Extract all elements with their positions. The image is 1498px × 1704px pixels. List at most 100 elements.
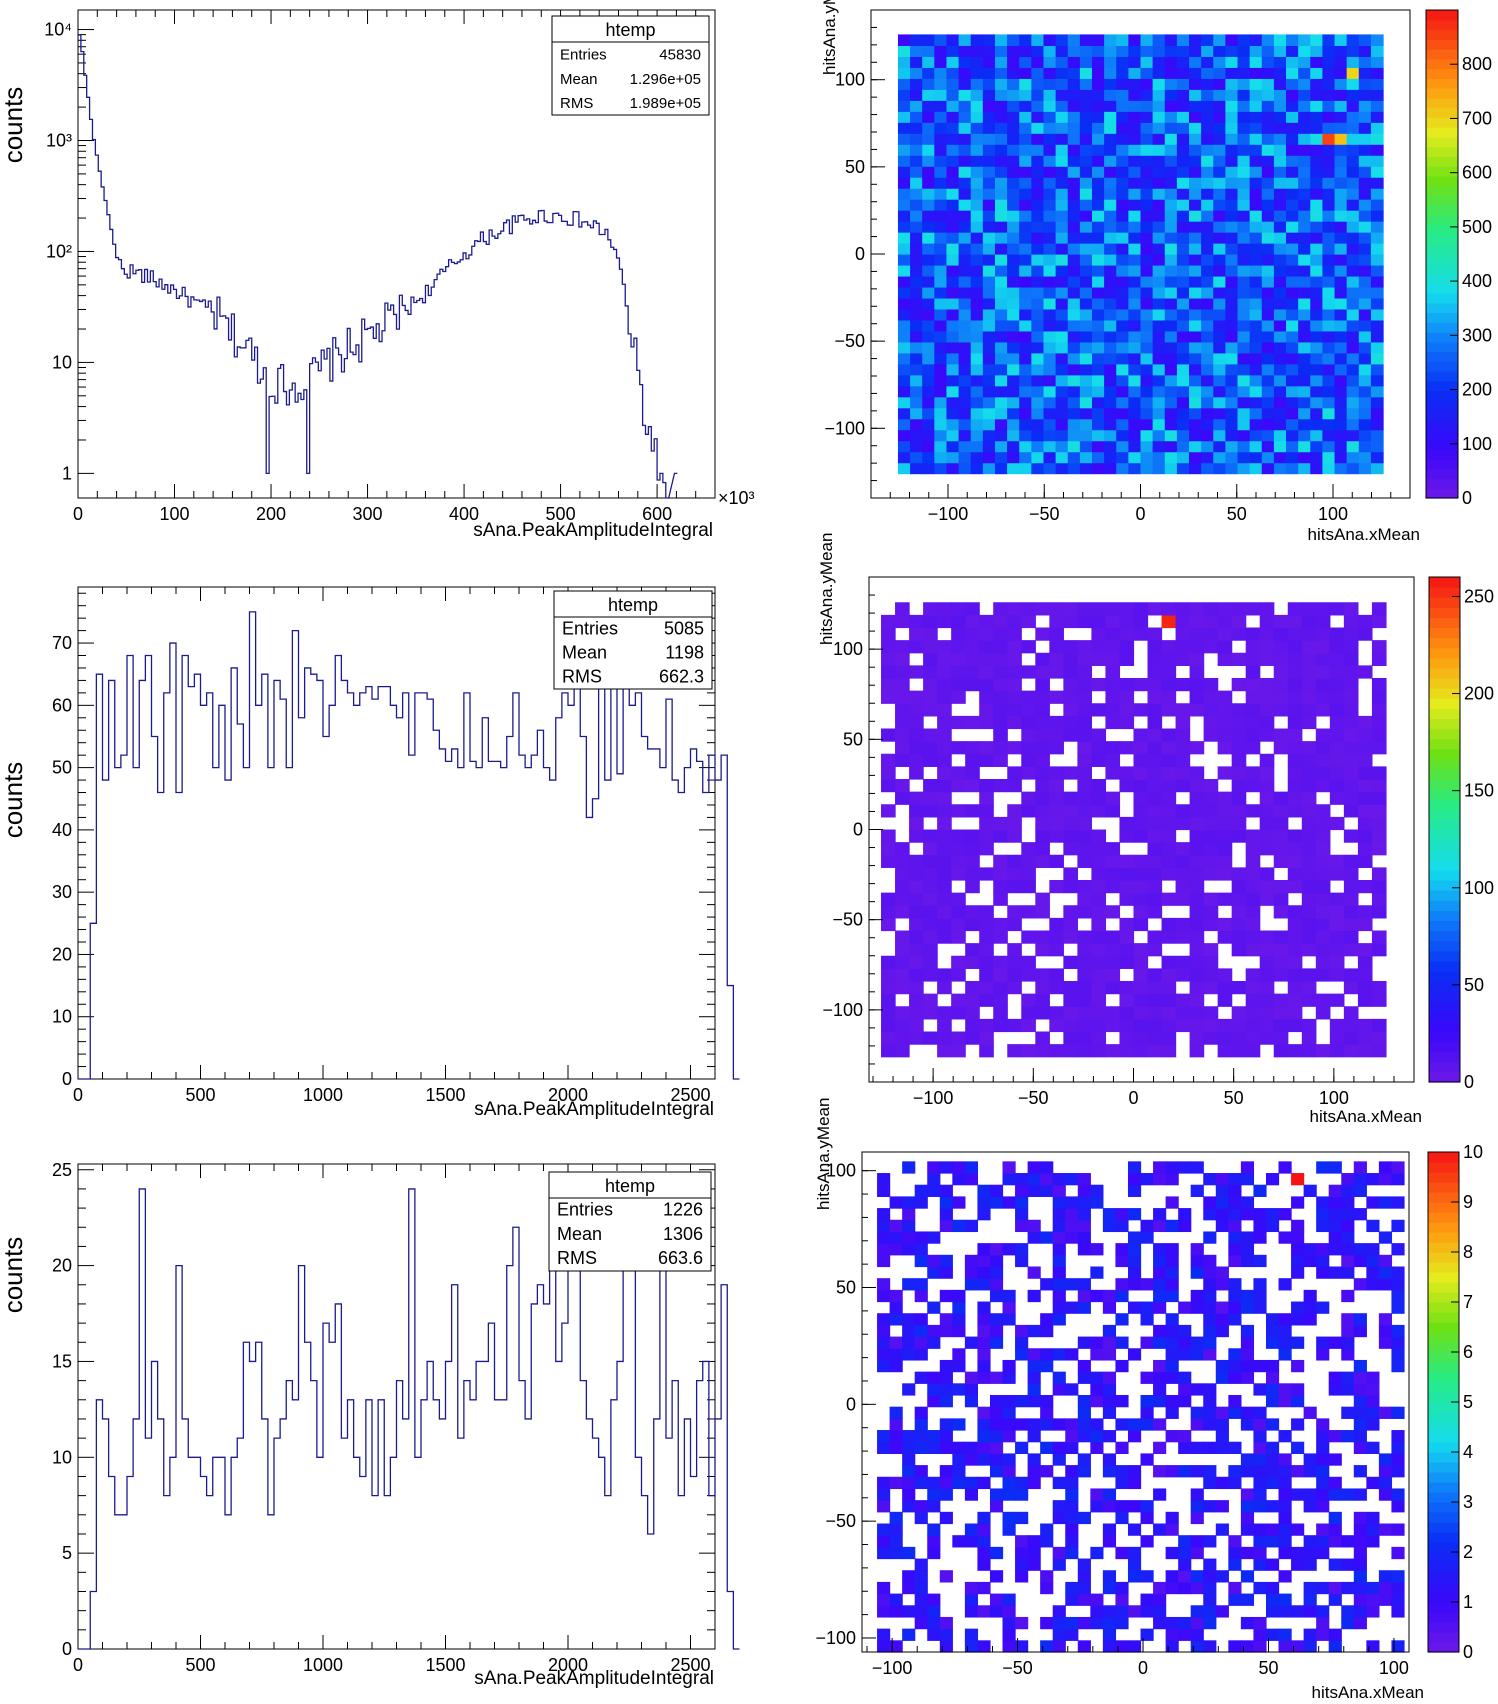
heatmap-cell <box>1091 221 1105 233</box>
y-tick-label: 10³ <box>46 131 72 151</box>
heatmap-cell <box>993 816 1008 831</box>
heatmap-cell <box>923 829 938 843</box>
heatmap-cell <box>1140 1605 1154 1618</box>
heatmap-cell <box>1055 188 1069 200</box>
heatmap-cell <box>927 1161 941 1174</box>
heatmap-cell <box>895 728 910 742</box>
heatmap-cell <box>1334 352 1348 365</box>
heatmap-cell <box>1245 715 1261 730</box>
heatmap-cell <box>1301 892 1317 906</box>
heatmap-cell <box>1203 1581 1217 1595</box>
heatmap-cell <box>1104 45 1117 57</box>
heatmap-cell <box>1031 418 1045 431</box>
heatmap-cell <box>965 1031 980 1045</box>
heatmap-cell <box>1043 243 1057 255</box>
color-scale-step <box>1426 244 1458 255</box>
heatmap-cell <box>1261 440 1275 453</box>
heatmap-cell <box>1153 1173 1167 1186</box>
color-scale-step <box>1429 910 1460 921</box>
heatmap-cell <box>1055 341 1069 354</box>
x-tick-label: 500 <box>185 1085 215 1105</box>
heatmap-cell <box>881 854 896 868</box>
heatmap-cell <box>1328 1535 1342 1548</box>
heatmap-cell <box>1043 89 1057 101</box>
heatmap-cell <box>964 1523 979 1536</box>
heatmap-cell <box>1286 56 1299 68</box>
heatmap-cell <box>1301 816 1317 831</box>
heatmap-cell <box>1286 232 1299 244</box>
heatmap-cell <box>1164 385 1178 398</box>
heatmap-cell <box>922 374 935 387</box>
heatmap-cell <box>1291 1243 1305 1256</box>
heatmap-cell <box>1128 385 1142 398</box>
heatmap-cell <box>1322 363 1336 376</box>
heatmap-cell <box>1357 816 1373 831</box>
heatmap-cell <box>1019 374 1032 387</box>
heatmap-cell <box>889 1231 903 1244</box>
heatmap-cell <box>1007 166 1020 178</box>
heatmap-cell <box>1128 144 1142 156</box>
heatmap-cell <box>993 602 1008 616</box>
heatmap-cell <box>1201 67 1214 79</box>
heatmap-cell <box>1105 678 1121 692</box>
heatmap-cell <box>1007 221 1020 233</box>
heatmap-cell <box>970 462 984 475</box>
heatmap-cell <box>1286 100 1299 112</box>
heatmap-cell <box>1019 396 1032 409</box>
heatmap-cell <box>910 177 923 189</box>
heatmap-cell <box>951 766 966 780</box>
heatmap-cell <box>1341 1348 1355 1361</box>
heatmap-cell <box>1249 418 1263 431</box>
heatmap-cell <box>1055 56 1069 68</box>
heatmap-cell <box>1175 627 1191 641</box>
heatmap-cell <box>1091 993 1107 1007</box>
heatmap-cell <box>1077 614 1093 629</box>
heatmap-cell <box>970 396 984 409</box>
heatmap-cell <box>1301 791 1317 805</box>
heatmap-cell <box>1213 144 1226 156</box>
color-scale-step <box>1426 205 1458 216</box>
heatmap-cell <box>910 133 923 145</box>
heatmap-cell <box>1176 440 1190 453</box>
heatmap-cell <box>1253 1535 1267 1548</box>
z-tick-label: 800 <box>1462 54 1492 74</box>
heatmap-cell <box>1278 1348 1292 1361</box>
heatmap-cell <box>1265 1418 1280 1431</box>
heatmap-cell <box>927 1441 941 1455</box>
heatmap-cell <box>1021 842 1036 856</box>
heatmap-cell <box>889 1313 903 1326</box>
heatmap-cell <box>1189 210 1202 222</box>
heatmap-cell <box>1176 34 1190 46</box>
heatmap-cell <box>1286 429 1299 442</box>
heatmap-cell <box>1213 199 1226 211</box>
z-tick-label: 100 <box>1462 434 1492 454</box>
heatmap-cell <box>979 943 994 957</box>
heatmap-cell <box>1091 1031 1107 1045</box>
heatmap-cell <box>1261 374 1275 387</box>
heatmap-cell <box>1091 144 1105 156</box>
heatmap-cell <box>881 968 896 982</box>
heatmap-cell <box>1147 627 1163 641</box>
heatmap-cell <box>1217 614 1233 629</box>
heatmap-cell <box>1357 829 1373 843</box>
heatmap-cell <box>951 1006 966 1020</box>
heatmap-cell <box>1007 703 1022 717</box>
heatmap-cell <box>1152 462 1166 475</box>
heatmap-cell <box>994 45 1008 57</box>
heatmap-cell <box>939 1371 953 1384</box>
heatmap-cell <box>1310 462 1324 475</box>
heatmap-cell <box>877 1278 891 1291</box>
heatmap-cell <box>1231 1031 1247 1045</box>
heatmap-cell <box>1164 199 1178 211</box>
heatmap-cell <box>1152 78 1166 90</box>
heatmap-cell <box>1063 703 1078 717</box>
y-tick-label: 30 <box>52 882 72 902</box>
heatmap-cell <box>1077 930 1093 944</box>
heatmap-cell <box>1133 741 1149 755</box>
heatmap-cell <box>1237 221 1251 233</box>
heatmap-cell <box>1231 880 1247 894</box>
heatmap-cell <box>1007 385 1020 398</box>
heatmap-cell <box>1077 816 1093 831</box>
color-scale-step <box>1428 1312 1459 1323</box>
heatmap-cell <box>1128 363 1142 376</box>
